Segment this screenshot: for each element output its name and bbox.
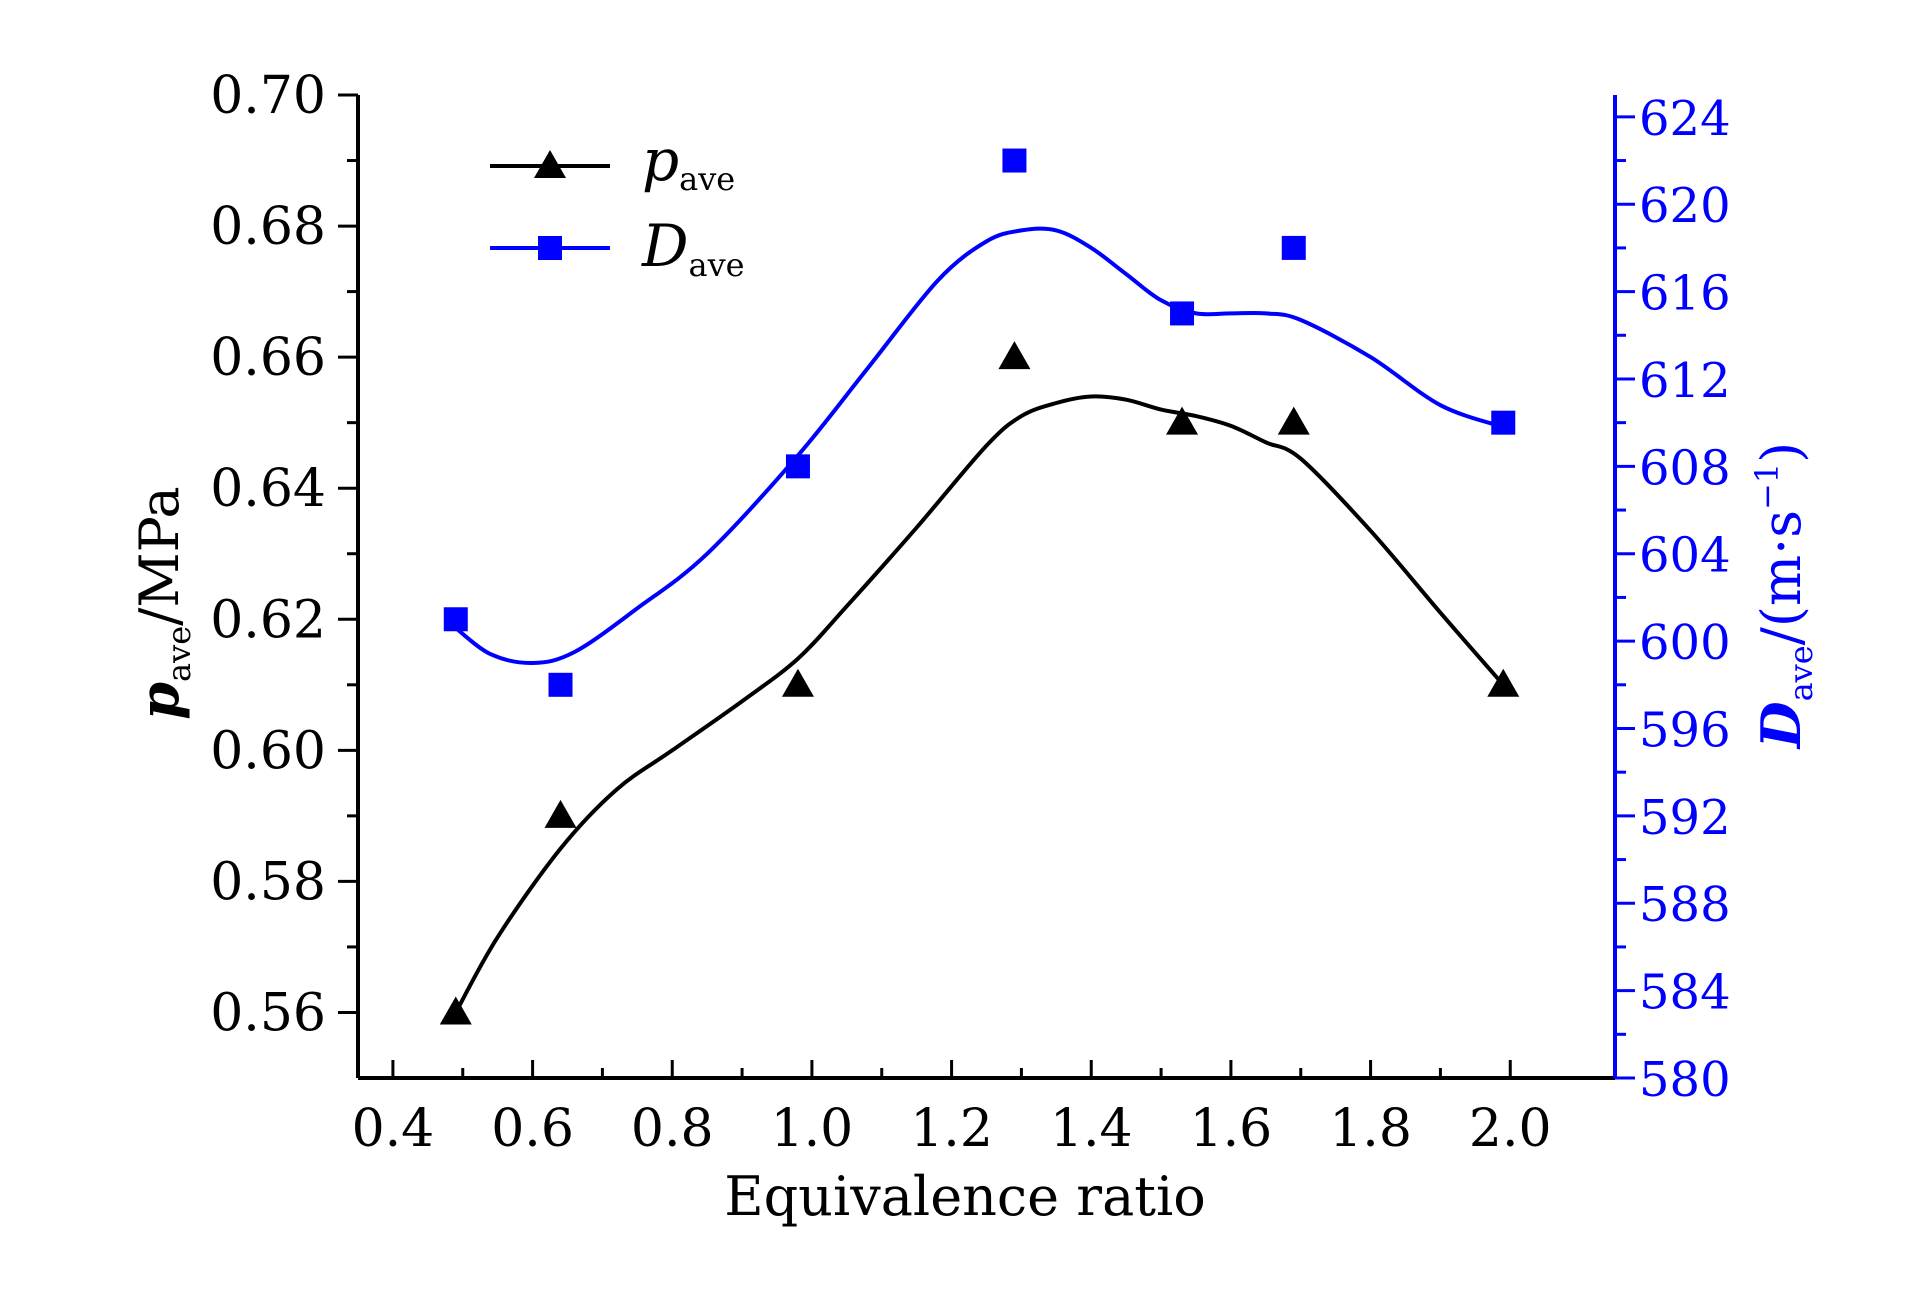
data-markers — [439, 148, 1520, 1025]
left-y-axis: 0.56 0.58 0.60 0.62 0.64 0.66 0.68 0.70 — [210, 66, 358, 1043]
right-y-label-superscript: −1 — [1748, 463, 1786, 510]
data-point-d-ave — [1170, 301, 1195, 326]
right-y-tick-label: 608 — [1639, 440, 1731, 496]
right-y-tick-label: 616 — [1639, 266, 1731, 322]
left-y-tick-label: 0.62 — [210, 590, 326, 650]
legend-item-d-ave: Dave — [490, 212, 745, 284]
right-y-tick-label: 612 — [1639, 353, 1731, 409]
left-y-tick-label: 0.64 — [210, 459, 326, 519]
data-point-p-ave — [1166, 406, 1199, 435]
data-point-d-ave — [1002, 148, 1027, 173]
right-y-tick-label: 600 — [1639, 615, 1731, 671]
data-point-p-ave — [781, 668, 814, 697]
right-y-label-subscript: ave — [1782, 645, 1820, 701]
right-y-tick-label: 592 — [1639, 790, 1731, 846]
left-y-tick-label: 0.68 — [210, 197, 326, 257]
left-y-tick-label: 0.58 — [210, 852, 326, 912]
right-y-tick-label: 580 — [1639, 1052, 1731, 1108]
fitted-curve-d-ave — [454, 226, 1504, 666]
right-y-tick-label: 588 — [1639, 877, 1731, 933]
left-y-tick-label: 0.60 — [210, 721, 326, 781]
left-y-label-unit: /MPa — [128, 486, 191, 626]
right-y-axis: 580 584 588 592 596 600 604 608 612 616 620 624 — [1615, 91, 1731, 1108]
data-point-p-ave — [544, 799, 577, 828]
right-y-label-close: ) — [1750, 442, 1813, 463]
fitted-curve-p-ave — [454, 394, 1505, 1014]
fitted-curves — [454, 226, 1505, 1014]
x-tick-label: 1.4 — [1050, 1099, 1133, 1159]
left-y-tick-label: 0.66 — [210, 328, 326, 388]
legend-label-p-ave: pave — [642, 126, 735, 198]
data-point-d-ave — [785, 454, 810, 479]
data-point-d-ave — [1281, 235, 1306, 260]
right-y-label-symbol: D — [1749, 701, 1813, 750]
legend-square-icon — [538, 236, 562, 260]
right-y-label-unit: /(m·s — [1750, 510, 1813, 645]
x-tick-label: 0.8 — [631, 1099, 714, 1159]
data-point-p-ave — [998, 341, 1031, 370]
legend: pave Dave — [490, 126, 745, 284]
x-tick-label: 1.0 — [771, 1099, 854, 1159]
right-y-tick-label: 596 — [1639, 702, 1731, 758]
data-point-d-ave — [443, 607, 468, 632]
x-tick-label: 0.6 — [491, 1099, 574, 1159]
left-y-axis-label: pave/MPa — [127, 486, 198, 719]
legend-item-p-ave: pave — [490, 126, 735, 198]
right-y-axis-label: Dave/(m·s−1) — [1748, 442, 1820, 751]
right-y-tick-label: 584 — [1639, 965, 1731, 1021]
x-tick-label: 1.8 — [1329, 1099, 1412, 1159]
data-point-d-ave — [1491, 410, 1516, 435]
legend-d-subscript: ave — [689, 246, 745, 284]
data-point-p-ave — [1487, 668, 1520, 697]
x-tick-label: 2.0 — [1469, 1099, 1552, 1159]
left-y-tick-label: 0.70 — [210, 66, 326, 126]
legend-p-symbol: p — [642, 126, 679, 194]
x-tick-label: 1.6 — [1190, 1099, 1273, 1159]
legend-triangle-icon — [534, 150, 566, 178]
x-tick-label: 1.2 — [910, 1099, 993, 1159]
x-axis: 0.4 0.6 0.8 1.0 1.2 1.4 1.6 1.8 2.0 — [352, 1060, 1552, 1159]
right-y-tick-label: 604 — [1639, 528, 1731, 584]
left-y-tick-label: 0.56 — [210, 983, 326, 1043]
x-axis-label: Equivalence ratio — [724, 1165, 1206, 1228]
right-y-tick-label: 624 — [1639, 91, 1731, 147]
data-point-p-ave — [439, 996, 472, 1025]
plot-frame — [356, 95, 1617, 1080]
legend-label-d-ave: Dave — [641, 212, 745, 284]
x-tick-label: 0.4 — [352, 1099, 435, 1159]
right-y-tick-label: 620 — [1639, 178, 1731, 234]
left-y-label-symbol: p — [127, 682, 191, 720]
data-point-p-ave — [1277, 406, 1310, 435]
legend-d-symbol: D — [641, 212, 689, 280]
legend-p-subscript: ave — [679, 160, 735, 198]
left-y-label-subscript: ave — [160, 626, 198, 682]
data-point-d-ave — [548, 672, 573, 697]
